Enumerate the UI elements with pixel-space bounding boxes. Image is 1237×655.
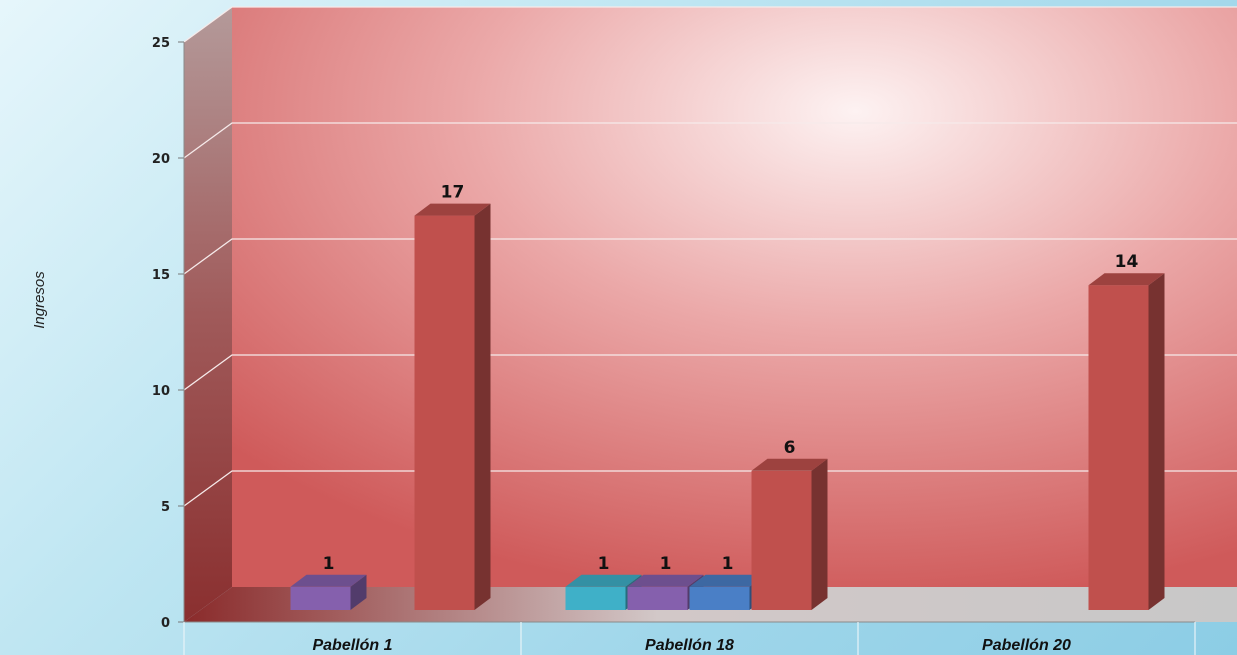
bar-top: [565, 574, 642, 587]
bar-front: [414, 215, 475, 610]
bar-front: [1088, 285, 1149, 610]
bar-front: [689, 586, 750, 610]
y-axis: 0 5 10 15 20 25: [152, 36, 185, 631]
gridline: [183, 122, 1237, 159]
back-wall: [232, 7, 1237, 587]
gridlines: [183, 6, 1237, 507]
bar: [751, 458, 828, 610]
bar-top: [414, 203, 491, 216]
y-tick-label: 5: [161, 500, 170, 515]
data-label: 17: [441, 183, 465, 203]
bar-front: [751, 470, 812, 610]
data-label: 1: [722, 554, 734, 574]
bar-front: [565, 586, 626, 610]
bar: [414, 203, 491, 610]
y-tick-label: 25: [152, 36, 170, 51]
bar-top: [627, 574, 704, 587]
y-tick-label: 0: [161, 616, 170, 631]
bar-top: [290, 574, 367, 587]
gridline: [183, 6, 1237, 43]
x-tick-label: Pabellón 18: [645, 637, 734, 654]
x-tick-label: Pabellón 20: [982, 637, 1071, 654]
bar-top: [689, 574, 766, 587]
y-tick-label: 20: [152, 152, 170, 167]
bar: [1088, 273, 1165, 610]
data-label: 1: [660, 554, 672, 574]
bar-side: [1148, 273, 1165, 610]
gridline: [183, 470, 1237, 507]
bar-front: [290, 586, 351, 610]
x-tick-label: Pabellón 1: [312, 637, 392, 654]
gridline: [183, 354, 1237, 391]
plot-walls: [184, 7, 1237, 622]
bar-side: [350, 574, 367, 610]
bar-side: [474, 203, 491, 610]
y-tick-label: 15: [152, 268, 170, 283]
bar-front: [627, 586, 688, 610]
data-label: 1: [598, 554, 610, 574]
bar-top: [1088, 273, 1165, 286]
data-label: 6: [784, 438, 796, 458]
side-wall: [184, 7, 232, 622]
gridline: [183, 238, 1237, 275]
data-label: 1: [323, 554, 335, 574]
y-axis-label: Ingresos: [31, 271, 48, 329]
y-tick-label: 10: [152, 384, 170, 399]
bar: [290, 574, 367, 610]
bar-top: [751, 458, 828, 471]
bar-side: [811, 458, 828, 610]
bars: 1 17 1 1 1 6 14: [290, 183, 1165, 610]
data-label: 14: [1115, 252, 1139, 272]
x-axis: Pabellón 1 Pabellón 18 Pabellón 20: [183, 621, 1196, 655]
